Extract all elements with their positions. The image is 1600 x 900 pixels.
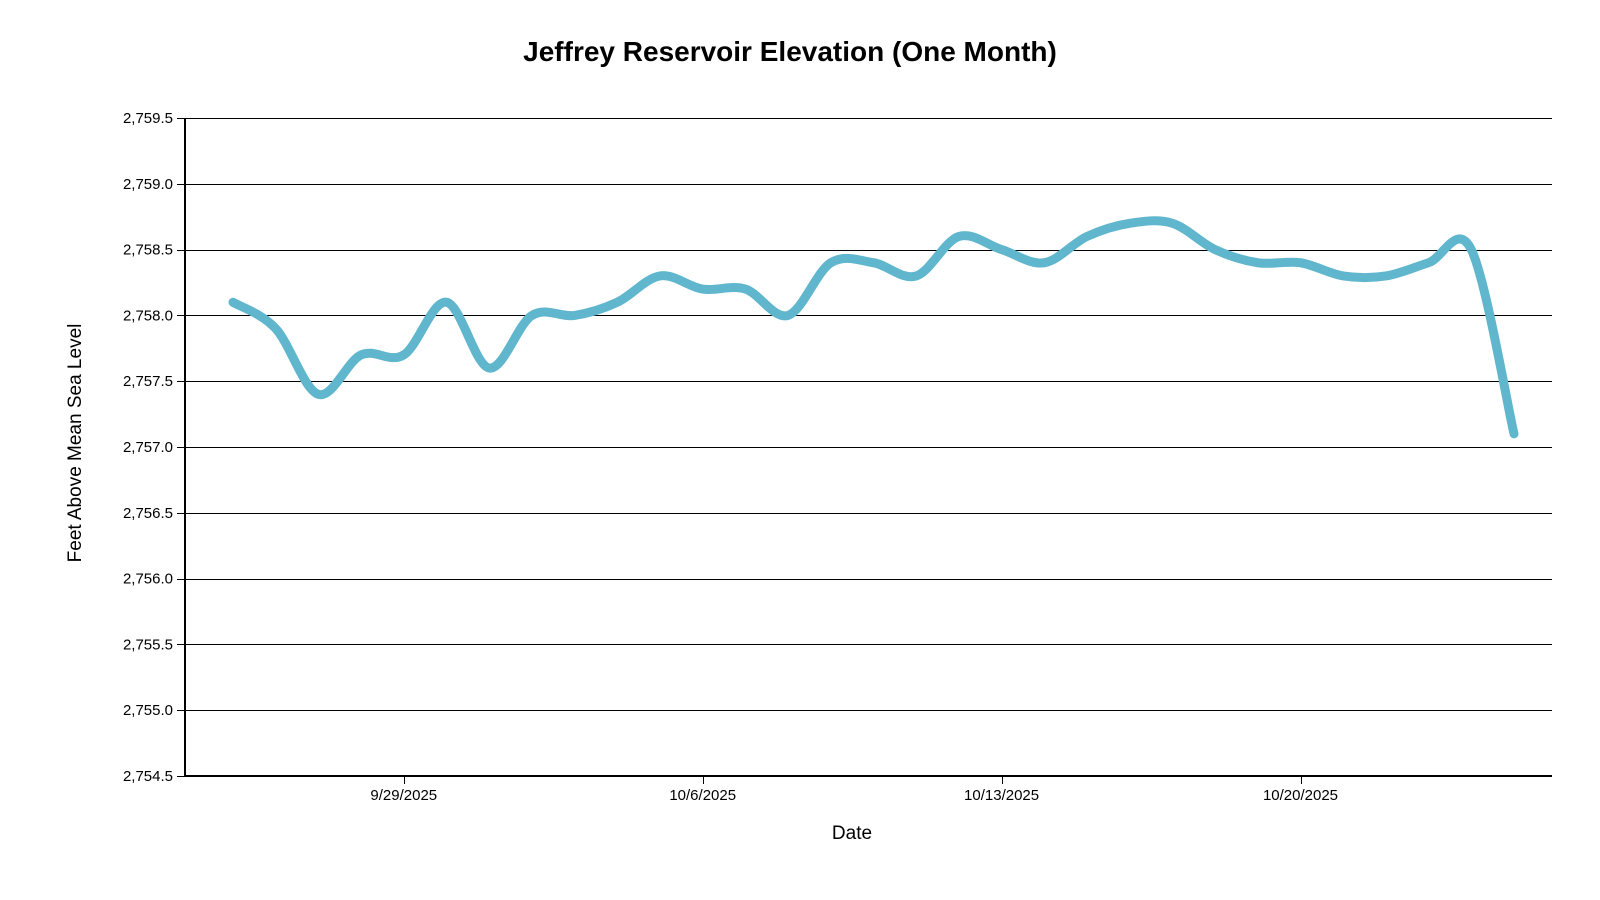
y-tick-label: 2,759.5 [123, 110, 173, 127]
x-axis-tick-labels: 9/29/2025 10/6/2025 10/13/2025 10/20/2025 [370, 787, 1338, 804]
y-tick-label: 2,759.0 [123, 176, 173, 193]
y-axis-tick-labels: 2,754.5 2,755.0 2,755.5 2,756.0 2,756.5 2,757… [123, 110, 173, 785]
x-tick-label: 10/20/2025 [1263, 787, 1338, 804]
y-tick-label: 2,758.0 [123, 307, 173, 324]
gridlines [185, 118, 1552, 777]
y-tick-label: 2,757.0 [123, 439, 173, 456]
y-tick-label: 2,755.0 [123, 702, 173, 719]
x-tick-label: 10/6/2025 [669, 787, 736, 804]
x-axis-title: Date [832, 823, 872, 844]
y-tick-label: 2,754.5 [123, 768, 173, 785]
y-tick-label: 2,758.5 [123, 242, 173, 259]
x-tick-label: 9/29/2025 [370, 787, 437, 804]
y-tick-label: 2,757.5 [123, 373, 173, 390]
y-tick-label: 2,756.0 [123, 571, 173, 588]
chart-title: Jeffrey Reservoir Elevation (One Month) [523, 36, 1057, 67]
elevation-line-series [228, 216, 1519, 439]
data-series-group [228, 216, 1519, 439]
y-tick-label: 2,755.5 [123, 636, 173, 653]
axes [177, 118, 1552, 784]
x-tick-label: 10/13/2025 [964, 787, 1039, 804]
y-axis-title: Feet Above Mean Sea Level [65, 324, 86, 563]
y-tick-label: 2,756.5 [123, 505, 173, 522]
